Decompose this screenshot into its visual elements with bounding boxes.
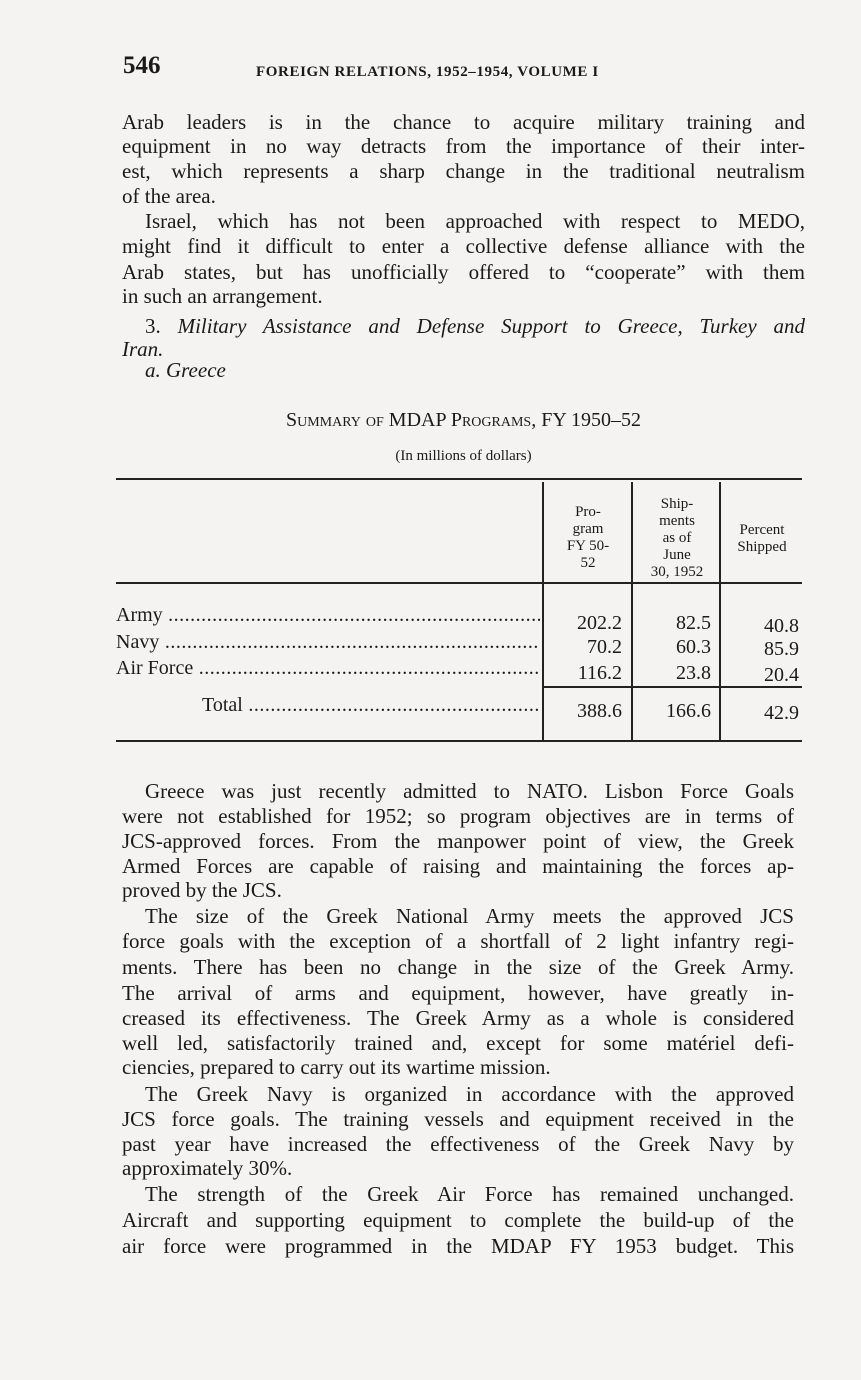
- text-line: ments. There has been no change in the s…: [122, 955, 794, 979]
- text-line: past year have increased the effectivene…: [122, 1132, 794, 1156]
- table-subtitle: (In millions of dollars): [395, 448, 532, 464]
- row-label: Air Force: [116, 657, 194, 679]
- text-line: Israel, which has not been approached wi…: [145, 209, 805, 233]
- column-divider: [542, 482, 544, 742]
- text-line: ciencies, prepared to carry out its wart…: [122, 1055, 551, 1079]
- text-line: Greece was just recently admitted to NAT…: [145, 779, 794, 803]
- divider: [116, 478, 802, 480]
- row-label: Total: [202, 694, 243, 716]
- text-line: The arrival of arms and equipment, howev…: [122, 981, 794, 1005]
- text-line: might find it difficult to enter a colle…: [122, 234, 805, 258]
- cell-program: 202.2: [577, 612, 622, 634]
- column-divider: [719, 482, 721, 742]
- cell-shipments: 23.8: [676, 662, 711, 684]
- cell-percent: 42.9: [764, 702, 799, 724]
- text-line: Arab leaders is in the chance to acquire…: [122, 110, 805, 134]
- text-line: Aircraft and supporting equipment to com…: [122, 1208, 794, 1232]
- text-line: of the area.: [122, 184, 216, 208]
- text-line: JCS force goals. The training vessels an…: [122, 1107, 794, 1131]
- subsection-title: a. Greece: [145, 358, 226, 382]
- text-line: Armed Forces are capable of raising and …: [122, 854, 794, 878]
- text-line: The size of the Greek National Army meet…: [145, 904, 794, 928]
- cell-shipments: 82.5: [676, 612, 711, 634]
- text-line: est, which represents a sharp change in …: [122, 159, 805, 183]
- cell-program: 388.6: [577, 700, 622, 722]
- text-line: Iran.: [122, 337, 164, 361]
- text-line: proved by the JCS.: [122, 878, 282, 902]
- section-number: 3.: [145, 314, 161, 338]
- cell-percent: 20.4: [764, 664, 799, 686]
- column-divider: [631, 482, 633, 742]
- text-line: Arab states, but has unofficially offere…: [122, 260, 805, 284]
- text-line: were not established for 1952; so progra…: [122, 804, 794, 828]
- text-line: JCS-approved forces. From the manpower p…: [122, 829, 794, 853]
- text-line: force goals with the exception of a shor…: [122, 929, 794, 953]
- text-line: 3. Military Assistance and Defense Suppo…: [145, 313, 805, 339]
- text-line: well led, satisfactorily trained and, ex…: [122, 1031, 794, 1055]
- cell-percent: 85.9: [764, 638, 799, 660]
- text-line: The Greek Navy is organized in accordanc…: [145, 1082, 794, 1106]
- cell-shipments: 166.6: [666, 700, 711, 722]
- text-line: approximately 30%.: [122, 1156, 293, 1180]
- column-header-program: Pro- gram FY 50- 52: [566, 504, 610, 571]
- cell-shipments: 60.3: [676, 636, 711, 658]
- text-line: in such an arrangement.: [122, 284, 323, 308]
- cell-program: 70.2: [587, 636, 622, 658]
- running-head: Foreign Relations, 1952–1954, Volume I: [256, 64, 599, 80]
- row-label: Army: [116, 604, 163, 626]
- column-header-shipments: Ship- ments as of June 30, 1952: [650, 496, 704, 580]
- cell-program: 116.2: [577, 662, 622, 684]
- divider: [116, 740, 802, 742]
- divider: [116, 582, 802, 584]
- column-header-percent: Percent Shipped: [737, 522, 787, 555]
- text-line: The strength of the Greek Air Force has …: [145, 1182, 794, 1206]
- text-line: air force were programmed in the MDAP FY…: [122, 1234, 794, 1258]
- cell-percent: 40.8: [764, 615, 799, 637]
- divider: [543, 686, 802, 688]
- table-title: Summary of MDAP Programs, FY 1950–52: [285, 409, 642, 431]
- page-number: 546: [123, 52, 161, 79]
- text-line: equipment in no way detracts from the im…: [122, 134, 805, 158]
- text-line: creased its effectiveness. The Greek Arm…: [122, 1006, 794, 1030]
- row-label: Navy: [116, 631, 160, 653]
- section-title: Military Assistance and Defense Support …: [177, 314, 805, 338]
